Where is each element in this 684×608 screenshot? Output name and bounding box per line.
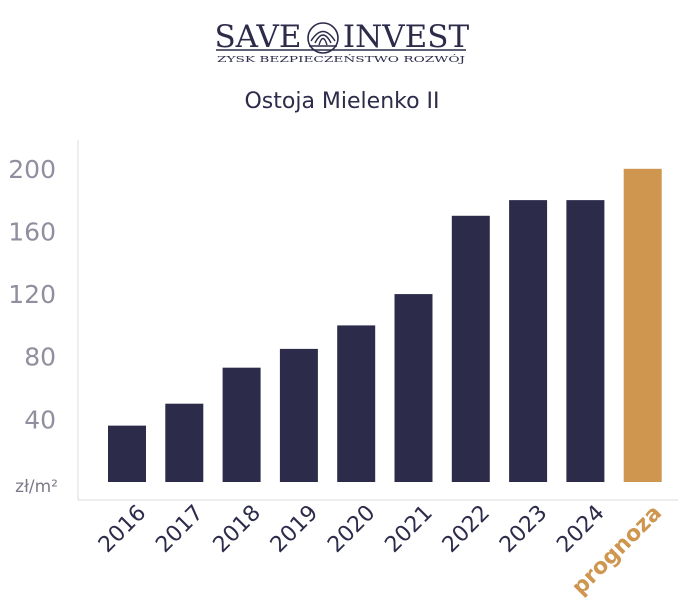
x-tick-label: 2020: [323, 501, 380, 558]
save-invest-logo: SAVE INVEST ZYSK BEZPIECZEŃSTWO ROZWÓJ: [214, 19, 470, 64]
bar-2020: [337, 325, 376, 482]
logo-tagline: ZYSK BEZPIECZEŃSTWO ROZWÓJ: [217, 55, 465, 64]
x-tick-label: 2019: [266, 501, 323, 558]
y-tick-label: 40: [24, 405, 56, 434]
y-tick-label: 120: [8, 280, 56, 309]
bar-2024: [566, 200, 605, 482]
x-tick-label: 2021: [380, 501, 437, 558]
bar-2019: [279, 348, 318, 482]
bar-2018: [222, 367, 261, 482]
x-tick-label: 2016: [94, 501, 151, 558]
bar-2016: [108, 425, 146, 482]
x-tick-labels: 2016 2017 2018 2019 2020 2021 2022 2023 2024prog…: [94, 501, 667, 601]
y-tick-label: 200: [8, 155, 56, 184]
y-tick-labels: 40 80 120 160 200: [8, 155, 56, 435]
logo-word-invest: INVEST: [343, 19, 470, 55]
bar-2023: [509, 200, 548, 482]
y-tick-label: 160: [8, 217, 56, 246]
bar-forecast: [623, 168, 662, 483]
logo-word-save: SAVE: [214, 19, 301, 55]
bars: [108, 168, 662, 483]
bar-2017: [165, 403, 204, 482]
logo-emblem-icon: [307, 22, 339, 54]
x-tick-label: 2023: [495, 501, 552, 558]
y-tick-label: 80: [24, 343, 56, 372]
bar-2022: [451, 215, 490, 482]
x-tick-label: 2017: [151, 501, 208, 558]
x-tick-label: 2018: [209, 501, 266, 558]
x-tick-label: 2022: [438, 501, 495, 558]
bar-2021: [394, 294, 433, 482]
chart-title: Ostoja Mielenko II: [244, 89, 439, 114]
y-axis-unit-label: zł/m²: [15, 477, 58, 497]
